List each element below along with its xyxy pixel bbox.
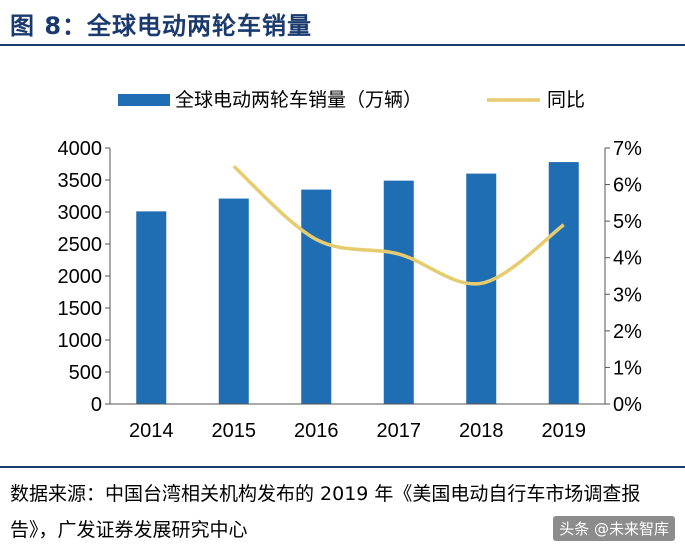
y-left-tick-label: 4000 bbox=[58, 138, 103, 160]
line-series bbox=[232, 164, 565, 286]
source-note: 数据来源：中国台湾相关机构发布的 2019 年《美国电动自行车市场调查报告》，广… bbox=[10, 483, 641, 541]
y-right-tick-label: 5% bbox=[613, 211, 642, 233]
y-left-tick-label: 3500 bbox=[58, 170, 103, 192]
bar-2019 bbox=[548, 162, 579, 404]
title-rule bbox=[0, 44, 685, 46]
y-left-tick-label: 2000 bbox=[58, 266, 103, 288]
y-left-tick-label: 0 bbox=[91, 394, 102, 416]
y-left-tick-label: 500 bbox=[69, 362, 102, 384]
source-rule bbox=[0, 466, 685, 468]
y-left-tick-label: 2500 bbox=[58, 234, 103, 256]
legend-label-bar: 全球电动两轮车销量（万辆） bbox=[175, 89, 422, 111]
x-tick-label-2017: 2017 bbox=[377, 420, 422, 442]
y-right-tick-label: 2% bbox=[613, 321, 642, 343]
y-right-tick-label: 7% bbox=[613, 138, 642, 160]
bar-2014 bbox=[136, 211, 167, 404]
x-tick-label-2014: 2014 bbox=[129, 420, 174, 442]
axes: 0 500 1000 1500 2000 2500 3000 3500 4000 0% 1% 2% 3%… bbox=[58, 138, 643, 442]
y-left-tick-label: 3000 bbox=[58, 202, 103, 224]
bar-2015 bbox=[218, 198, 249, 404]
x-tick-label-2019: 2019 bbox=[542, 420, 587, 442]
bar-2018 bbox=[466, 173, 497, 404]
watermark: 头条 @未来智库 bbox=[553, 516, 675, 541]
figure-title: 图 8：全球电动两轮车销量 bbox=[10, 12, 313, 40]
y-right-tick-label: 4% bbox=[613, 248, 642, 270]
legend-swatch-bar bbox=[118, 94, 170, 106]
y-right-tick-label: 1% bbox=[613, 357, 642, 379]
legend-label-line: 同比 bbox=[547, 89, 585, 111]
yoy-line bbox=[232, 164, 565, 286]
y-right-tick-label: 6% bbox=[613, 175, 642, 197]
x-tick-label-2015: 2015 bbox=[212, 420, 257, 442]
y-left-tick-label: 1500 bbox=[58, 298, 103, 320]
x-tick-label-2016: 2016 bbox=[294, 420, 339, 442]
x-tick-label-2018: 2018 bbox=[459, 420, 504, 442]
bar-2016 bbox=[301, 189, 332, 404]
y-right-tick-label: 3% bbox=[613, 284, 642, 306]
bar-series bbox=[136, 162, 579, 404]
bar-2017 bbox=[383, 180, 414, 404]
legend: 全球电动两轮车销量（万辆） 同比 bbox=[118, 89, 585, 111]
y-left-tick-label: 1000 bbox=[58, 330, 103, 352]
sales-chart: 全球电动两轮车销量（万辆） 同比 0 500 1000 1500 2000 2500 3000… bbox=[58, 89, 643, 442]
y-right-tick-label: 0% bbox=[613, 394, 642, 416]
